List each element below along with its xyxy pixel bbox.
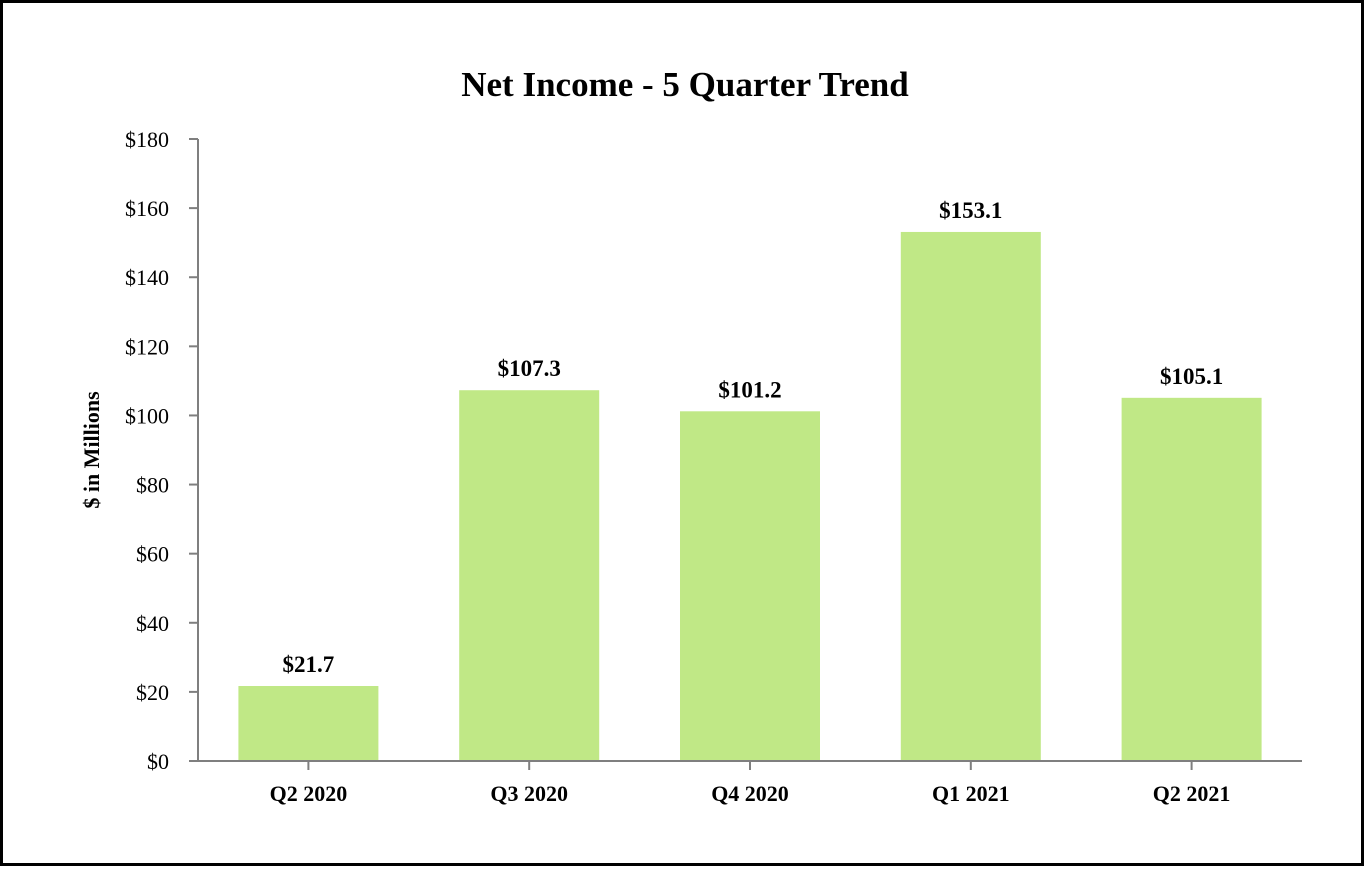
y-axis-label: $ in Millions: [79, 391, 104, 509]
y-tick-label: $140: [125, 265, 169, 290]
bar-q3-2020: [459, 390, 600, 761]
data-label: $101.2: [718, 377, 781, 402]
y-tick-label: $20: [136, 680, 169, 705]
y-tick-label: $100: [125, 403, 169, 428]
data-label: $107.3: [498, 356, 561, 381]
y-tick-label: $160: [125, 196, 169, 221]
bar-q4-2020: [680, 411, 820, 761]
y-tick-label: $80: [136, 473, 169, 498]
chart-title: Net Income - 5 Quarter Trend: [461, 65, 909, 104]
bar-q2-2020: [238, 686, 379, 761]
bar-q1-2021: [900, 231, 1041, 761]
x-axis-categories: Q2 2020 Q3 2020 Q4 2020 Q1 2021 Q2 2021: [270, 781, 1231, 806]
y-tick-label: $180: [125, 127, 169, 152]
x-tick-label: Q3 2020: [490, 781, 568, 806]
x-tick-label: Q4 2020: [711, 781, 789, 806]
data-labels: $21.7 $107.3 $101.2 $153.1 $105.1: [283, 198, 1224, 677]
axes: [197, 139, 1302, 770]
data-label: $21.7: [283, 652, 335, 677]
x-tick-label: Q1 2021: [932, 781, 1010, 806]
y-tick-label: $60: [136, 542, 169, 567]
y-tick-label: $120: [125, 334, 169, 359]
x-tick-label: Q2 2021: [1153, 781, 1231, 806]
bars: [238, 231, 1262, 761]
y-axis-ticks: $0 $20 $40 $60 $80 $100 $120 $140 $160 $180: [125, 127, 198, 774]
bar-q2-2021: [1121, 397, 1262, 761]
bar-chart: Net Income - 5 Quarter Trend $ in Millio…: [79, 65, 1302, 806]
x-tick-label: Q2 2020: [270, 781, 348, 806]
y-tick-label: $0: [147, 749, 169, 774]
data-label: $153.1: [939, 198, 1002, 223]
data-label: $105.1: [1160, 364, 1223, 389]
y-tick-label: $40: [136, 611, 169, 636]
